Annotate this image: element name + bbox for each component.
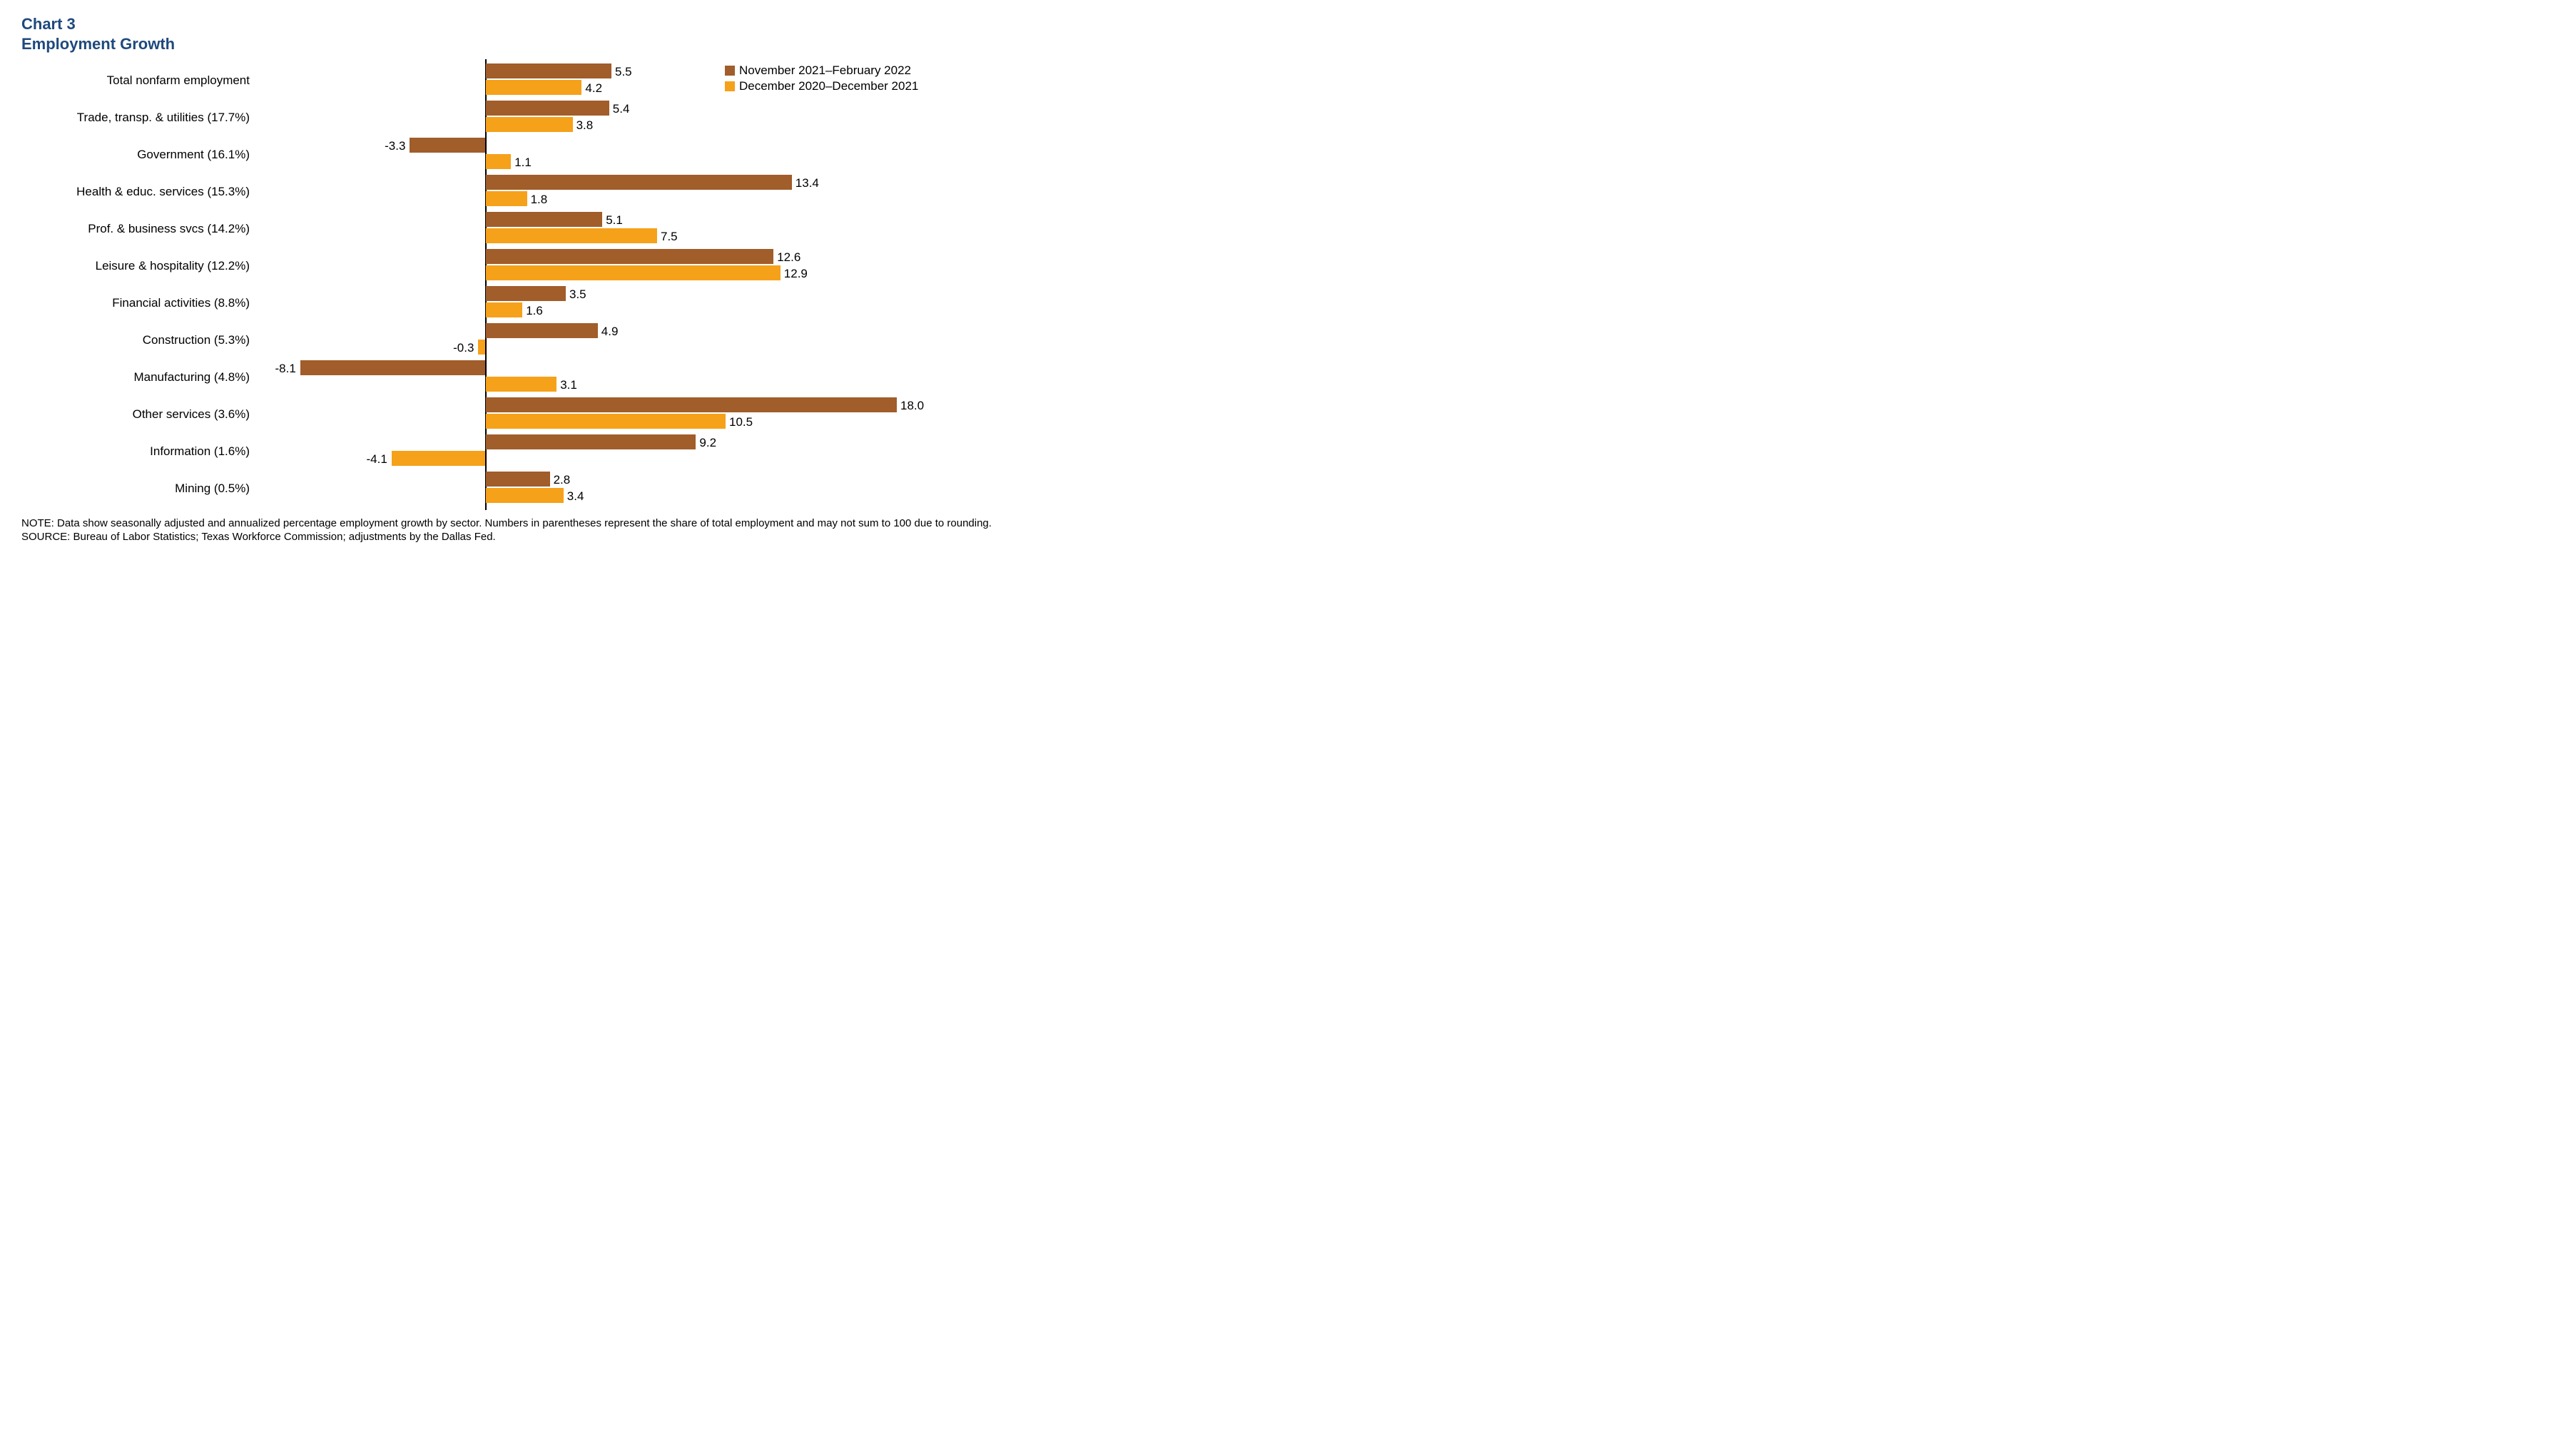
- bar: [392, 451, 485, 466]
- value-label: 4.9: [601, 325, 619, 339]
- category-label: Financial activities (8.8%): [14, 296, 257, 310]
- value-label: 7.5: [661, 230, 678, 244]
- bar: [486, 249, 773, 264]
- chart-title-line2: Employment Growth: [21, 34, 2536, 54]
- value-label: -3.3: [385, 139, 405, 153]
- value-label: 5.5: [615, 65, 632, 79]
- value-label: 12.9: [784, 267, 808, 281]
- bar: [486, 434, 696, 449]
- value-label: 1.1: [514, 156, 532, 170]
- category-label: Mining (0.5%): [14, 482, 257, 496]
- value-label: 3.1: [560, 378, 577, 392]
- bar: [486, 80, 581, 95]
- category-label: Prof. & business svcs (14.2%): [14, 222, 257, 236]
- category-row: Manufacturing (4.8%)-8.13.1: [257, 359, 942, 396]
- value-label: 1.6: [526, 304, 543, 318]
- bar: [486, 488, 564, 503]
- category-label: Manufacturing (4.8%): [14, 370, 257, 385]
- chart-footer: NOTE: Data show seasonally adjusted and …: [21, 517, 2536, 544]
- legend-item: December 2020–December 2021: [725, 79, 918, 93]
- value-label: -8.1: [275, 362, 296, 376]
- bar: [486, 101, 609, 116]
- chart-note: NOTE: Data show seasonally adjusted and …: [21, 517, 2536, 531]
- value-label: 2.8: [554, 473, 571, 487]
- legend-label: December 2020–December 2021: [739, 79, 918, 93]
- bar: [410, 138, 485, 153]
- bar: [486, 265, 781, 280]
- category-label: Construction (5.3%): [14, 333, 257, 347]
- value-label: 13.4: [795, 176, 819, 190]
- legend: November 2021–February 2022December 2020…: [725, 63, 918, 95]
- category-row: Leisure & hospitality (12.2%)12.612.9: [257, 248, 942, 285]
- bar: [300, 360, 485, 375]
- bar: [486, 212, 602, 227]
- value-label: 12.6: [777, 250, 800, 265]
- category-label: Other services (3.6%): [14, 407, 257, 422]
- chart-title-line1: Chart 3: [21, 14, 2536, 34]
- value-label: 4.2: [585, 81, 602, 96]
- value-label: -4.1: [367, 452, 387, 467]
- bar: [486, 286, 566, 301]
- bar: [486, 63, 611, 78]
- value-label: -0.3: [453, 341, 474, 355]
- value-label: 5.1: [606, 213, 623, 228]
- category-row: Construction (5.3%)4.9-0.3: [257, 322, 942, 359]
- value-label: 3.5: [569, 287, 586, 302]
- category-row: Trade, transp. & utilities (17.7%)5.43.8: [257, 99, 942, 136]
- bar: [486, 175, 792, 190]
- bar: [486, 191, 527, 206]
- value-label: 5.4: [613, 102, 630, 116]
- category-row: Health & educ. services (15.3%)13.41.8: [257, 173, 942, 210]
- category-row: Information (1.6%)9.2-4.1: [257, 433, 942, 470]
- chart-title: Chart 3 Employment Growth: [21, 14, 2536, 54]
- category-label: Trade, transp. & utilities (17.7%): [14, 111, 257, 125]
- value-label: 3.4: [567, 489, 584, 504]
- category-label: Information (1.6%): [14, 444, 257, 459]
- legend-swatch: [725, 66, 735, 76]
- bar: [486, 397, 897, 412]
- bar: [486, 302, 522, 317]
- bar: [486, 323, 598, 338]
- value-label: 3.8: [576, 118, 594, 133]
- category-row: Financial activities (8.8%)3.51.6: [257, 285, 942, 322]
- employment-growth-chart: Total nonfarm employment5.54.2Trade, tra…: [257, 62, 942, 507]
- chart-source: SOURCE: Bureau of Labor Statistics; Texa…: [21, 531, 2536, 544]
- category-label: Leisure & hospitality (12.2%): [14, 259, 257, 273]
- bar: [486, 472, 550, 487]
- category-label: Total nonfarm employment: [14, 73, 257, 88]
- bar: [486, 377, 556, 392]
- value-label: 10.5: [729, 415, 753, 429]
- value-label: 18.0: [900, 399, 924, 413]
- category-row: Mining (0.5%)2.83.4: [257, 470, 942, 507]
- category-row: Government (16.1%)-3.31.1: [257, 136, 942, 173]
- bar: [486, 117, 573, 132]
- bar: [478, 340, 485, 355]
- legend-swatch: [725, 81, 735, 91]
- value-label: 1.8: [531, 193, 548, 207]
- bar: [486, 414, 726, 429]
- category-row: Prof. & business svcs (14.2%)5.17.5: [257, 210, 942, 248]
- value-label: 9.2: [699, 436, 716, 450]
- category-label: Government (16.1%): [14, 148, 257, 162]
- bar: [486, 228, 657, 243]
- bar: [486, 154, 511, 169]
- category-row: Other services (3.6%)18.010.5: [257, 396, 942, 433]
- legend-label: November 2021–February 2022: [739, 63, 911, 78]
- legend-item: November 2021–February 2022: [725, 63, 918, 78]
- category-label: Health & educ. services (15.3%): [14, 185, 257, 199]
